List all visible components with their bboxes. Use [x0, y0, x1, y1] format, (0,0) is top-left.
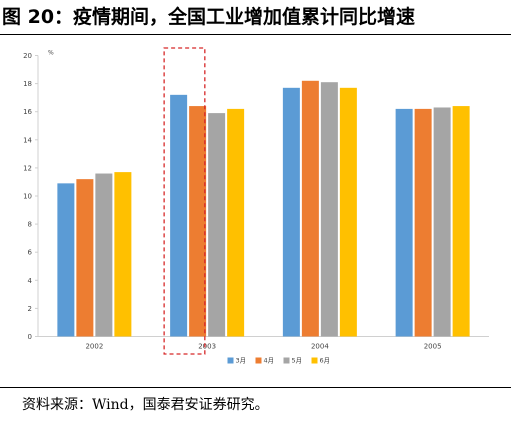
- legend-swatch-4月: [255, 357, 262, 364]
- bar-2002-3月: [57, 183, 75, 337]
- bar-2005-3月: [395, 108, 413, 337]
- bar-2003-5月: [208, 113, 226, 337]
- bar-2004-6月: [339, 87, 357, 337]
- y-tick-label: 16: [23, 108, 32, 116]
- bar-chart: 0 2 4 6 8 10 12 14 16 18 20 % 2002 2003 2004 2005 3月 4月 5月…: [23, 47, 489, 365]
- legend-label-6月: 6月: [320, 357, 331, 365]
- bar-2004-4月: [301, 80, 319, 337]
- source-rule: [0, 387, 511, 388]
- bar-2003-6月: [227, 108, 245, 337]
- x-tick-label: 2002: [85, 343, 103, 351]
- bar-2003-4月: [189, 106, 207, 337]
- y-tick-label: 18: [23, 80, 32, 88]
- y-tick-label: 14: [23, 136, 32, 144]
- bar-2004-5月: [320, 82, 338, 337]
- bar-2003-3月: [170, 94, 188, 337]
- title-rule: [0, 34, 511, 35]
- bar-2004-3月: [282, 87, 300, 337]
- legend-swatch-5月: [283, 357, 290, 364]
- legend-label-4月: 4月: [264, 357, 275, 365]
- legend-label-5月: 5月: [292, 357, 303, 365]
- y-tick-label: 8: [28, 221, 32, 229]
- x-tick-label: 2003: [198, 343, 216, 351]
- y-tick-label: 6: [28, 249, 33, 257]
- y-axis-unit: %: [48, 50, 54, 57]
- bar-2005-4月: [414, 108, 432, 337]
- y-tick-label: 12: [23, 164, 32, 172]
- y-tick-label: 0: [28, 333, 32, 341]
- bar-2002-4月: [76, 179, 94, 337]
- y-tick-label: 2: [28, 305, 32, 313]
- y-tick-label: 4: [28, 277, 33, 285]
- bar-2002-6月: [114, 172, 132, 337]
- legend-swatch-3月: [227, 357, 234, 364]
- highlight-box: [163, 47, 206, 355]
- legend-label-3月: 3月: [236, 357, 247, 365]
- source-note: 资料来源：Wind，国泰君安证券研究。: [22, 397, 269, 413]
- y-tick-label: 20: [23, 52, 32, 60]
- bar-2002-5月: [95, 173, 113, 337]
- figure-title: 图 20：疫情期间，全国工业增加值累计同比增速: [2, 6, 416, 28]
- bar-2005-5月: [433, 107, 451, 337]
- bar-2005-6月: [452, 106, 470, 337]
- x-tick-label: 2004: [311, 343, 329, 351]
- x-tick-label: 2005: [424, 343, 442, 351]
- y-tick-label: 10: [23, 193, 32, 201]
- legend-swatch-6月: [311, 357, 318, 364]
